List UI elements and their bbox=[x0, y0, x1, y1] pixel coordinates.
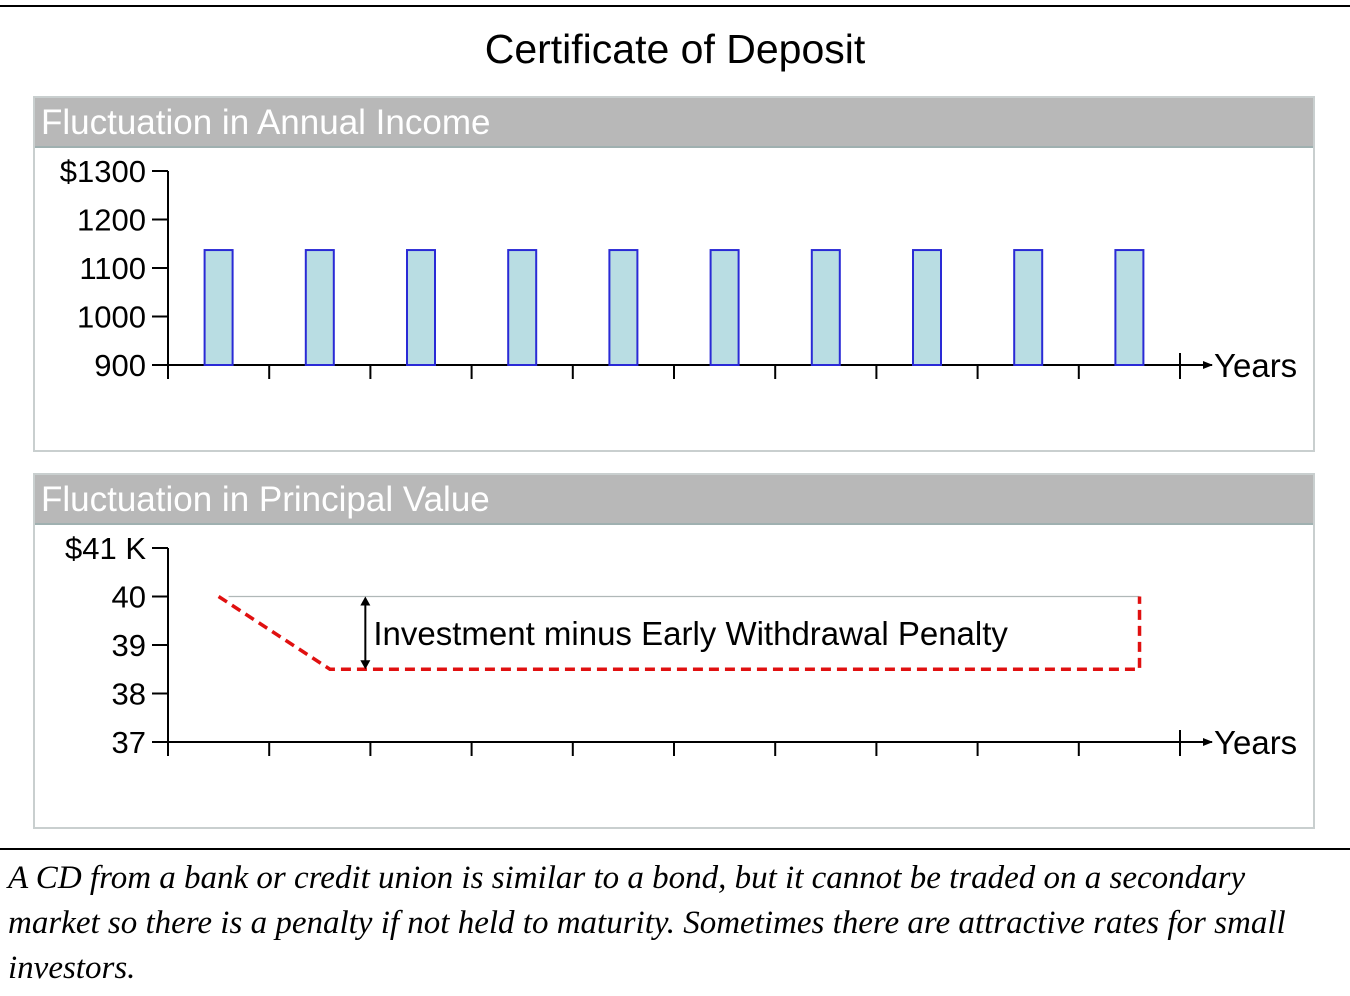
income-bar bbox=[1013, 249, 1044, 366]
income-bar bbox=[608, 249, 639, 366]
y-tick-label: 1200 bbox=[77, 203, 146, 238]
income-chart: 900 1000 1100 1200 $1300 Years bbox=[60, 154, 1297, 384]
income-bar bbox=[709, 249, 740, 366]
income-bar bbox=[1114, 249, 1145, 366]
income-bar bbox=[304, 249, 335, 366]
top-rule bbox=[0, 5, 1350, 7]
caption-rule bbox=[0, 848, 1350, 850]
penalty-annotation: Investment minus Early Withdrawal Penalt… bbox=[373, 615, 1008, 652]
penalty-arrow-head-top bbox=[360, 596, 371, 606]
y-tick-label: 40 bbox=[112, 580, 146, 615]
y-tick-label: 1000 bbox=[77, 300, 146, 335]
y-tick-label: 900 bbox=[94, 348, 146, 383]
y-tick-label: 1100 bbox=[79, 251, 146, 286]
income-bar bbox=[406, 249, 436, 366]
page-title: Certificate of Deposit bbox=[484, 26, 866, 72]
income-bar bbox=[810, 249, 841, 366]
y-tick-label: 38 bbox=[112, 677, 146, 712]
principal-panel-header: Fluctuation in Principal Value bbox=[35, 475, 1313, 525]
income-panel: Fluctuation in Annual Income bbox=[33, 96, 1315, 452]
income-bar bbox=[203, 249, 234, 366]
penalty-line bbox=[217, 595, 1142, 671]
y-tick-label: $1300 bbox=[60, 154, 146, 189]
y-tick-label: 37 bbox=[112, 725, 146, 760]
income-panel-header: Fluctuation in Annual Income bbox=[35, 98, 1313, 148]
x-axis-label: Years bbox=[1214, 347, 1297, 384]
y-tick-label: $41 K bbox=[65, 531, 146, 566]
y-tick-label: 39 bbox=[112, 628, 146, 663]
principal-chart: 37 38 39 40 $41 K Years Investment minus Early… bbox=[65, 531, 1297, 761]
principal-panel: Fluctuation in Principal Value bbox=[33, 473, 1315, 829]
penalty-arrow-head-bottom bbox=[360, 660, 371, 670]
x-axis-label: Years bbox=[1214, 724, 1297, 761]
income-bar bbox=[507, 249, 538, 366]
caption-text: A CD from a bank or credit union is simi… bbox=[8, 860, 1286, 986]
income-bar bbox=[912, 249, 942, 366]
